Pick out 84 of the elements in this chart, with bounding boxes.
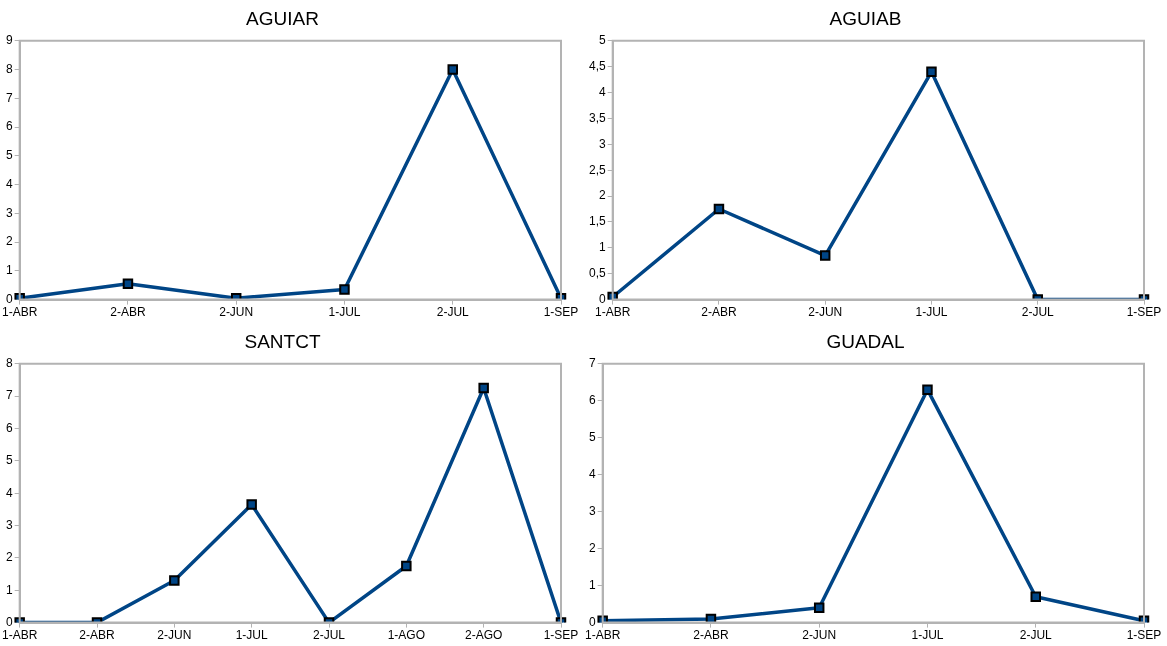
y-tick-label: 5 (598, 33, 606, 48)
y-tick-label: 2,5 (588, 162, 606, 177)
y-tick-label: 2 (598, 188, 606, 203)
x-tick-label: 1-SEP (1126, 305, 1162, 320)
x-tick-label: 2-JUN (157, 628, 192, 643)
y-tick-label: 7 (5, 388, 13, 403)
point (478, 382, 489, 394)
x-tick-label: 1-ABR (595, 305, 631, 320)
y-tick-label: 5 (588, 430, 596, 445)
chart-title: AGUIAR (246, 7, 319, 29)
y-tick-label: 1 (5, 582, 13, 597)
x-tick-label: 2-JUL (1019, 628, 1053, 643)
y-tick-label: 0 (5, 614, 13, 629)
y-tick-label: 3,5 (588, 110, 606, 125)
y-tick-label: 6 (5, 119, 13, 134)
y-tick-label: 0 (598, 291, 606, 306)
point (447, 64, 458, 75)
point (401, 560, 412, 572)
y-tick-label: 4 (598, 84, 606, 99)
x-tick-label: 1-AGO (387, 628, 426, 643)
y-tick-label: 1 (598, 240, 606, 255)
point (1030, 591, 1041, 602)
x-tick-label: 2-JUL (436, 305, 470, 320)
y-tick-label: 6 (5, 420, 13, 435)
y-tick-label: 4,5 (588, 58, 606, 73)
y-tick-label: 2 (5, 550, 13, 565)
y-tick-label: 4 (5, 176, 13, 191)
point (122, 278, 134, 290)
y-tick-label: 7 (588, 356, 596, 371)
y-tick-label: 7 (5, 90, 13, 105)
x-tick-label: 1-ABR (2, 305, 38, 320)
x-tick-label: 1-SEP (543, 305, 579, 320)
chart-title: AGUIAB (829, 7, 902, 29)
x-tick-label: 1-SEP (543, 628, 579, 643)
y-tick-label: 5 (5, 148, 13, 163)
y-tick-label: 8 (5, 356, 13, 371)
point (14, 292, 25, 300)
chart-title: GUADAL (826, 330, 905, 352)
y-tick-label: 3 (5, 205, 13, 220)
x-tick-label: 2-ABR (693, 628, 729, 643)
x-tick-label: 1-ABR (2, 628, 38, 643)
y-tick-label: 1 (5, 263, 13, 278)
point (246, 499, 257, 510)
x-tick-label: 1-JUL (915, 305, 948, 320)
point (607, 291, 618, 300)
y-tick-label: 1,5 (588, 214, 606, 229)
x-tick-label: 1-JUL (911, 628, 944, 643)
chart-title: SANTCT (244, 330, 321, 352)
point (597, 615, 608, 623)
y-tick-label: 3 (588, 504, 596, 518)
y-tick-label: 2 (5, 234, 13, 249)
x-tick-label: 2-ABR (701, 305, 737, 320)
x-tick-label: 2-JUN (802, 628, 837, 643)
point (813, 602, 825, 614)
y-tick-label: 0 (588, 614, 596, 629)
point (819, 250, 831, 261)
point (926, 66, 937, 78)
x-tick-label: 1-JUL (328, 305, 361, 320)
y-tick-label: 1 (588, 577, 596, 592)
x-tick-label: 2-JUN (808, 305, 843, 320)
x-tick-label: 1-SEP (1126, 628, 1162, 643)
y-tick-label: 2 (588, 540, 596, 555)
y-tick-label: 0,5 (588, 266, 606, 281)
y-tick-label: 4 (588, 467, 596, 482)
x-tick-label: 2-AGO (465, 628, 503, 643)
y-tick-label: 0 (5, 291, 13, 306)
y-tick-label: 8 (5, 61, 13, 76)
y-tick-label: 4 (5, 485, 13, 500)
y-tick-label: 3 (5, 517, 13, 532)
x-tick-label: 2-JUL (1021, 305, 1055, 320)
y-tick-label: 9 (5, 33, 13, 48)
x-tick-label: 2-ABR (79, 628, 116, 643)
y-tick-label: 5 (5, 453, 13, 468)
x-tick-label: 2-JUL (313, 628, 346, 643)
y-tick-label: 3 (598, 136, 606, 151)
point (339, 284, 350, 295)
x-tick-label: 1-ABR (585, 628, 621, 643)
x-tick-label: 1-JUL (235, 628, 268, 643)
point (169, 575, 180, 586)
point (713, 203, 725, 215)
point (922, 384, 933, 395)
x-tick-label: 2-ABR (110, 305, 146, 320)
x-tick-label: 2-JUN (219, 305, 254, 320)
y-tick-label: 6 (588, 393, 596, 408)
